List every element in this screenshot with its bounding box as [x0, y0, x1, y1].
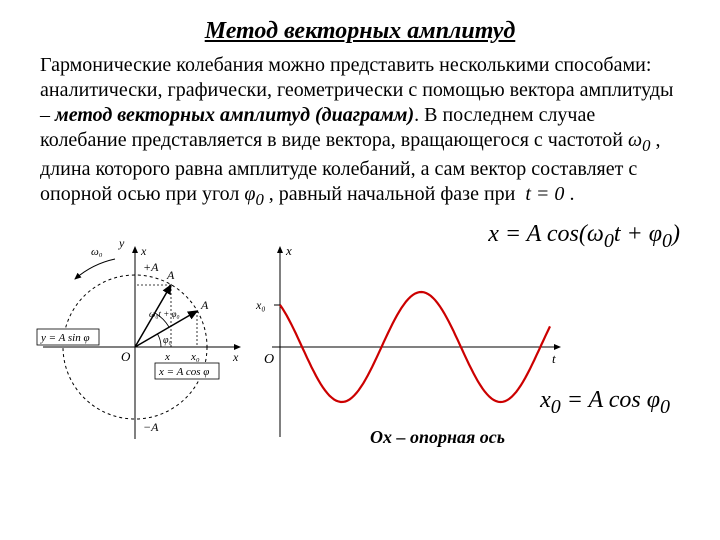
t-eq-0: t = 0 [525, 183, 564, 205]
x-right-label: x [232, 350, 239, 364]
x-top-label: x [140, 244, 147, 258]
formula-x0: x0 = A cos φ0 [540, 387, 670, 419]
figure-area: +A −A y x x O ω₀ A [40, 217, 680, 467]
body-paragraph: Гармонические колебания можно представит… [40, 53, 680, 211]
ox-text: – опорная ось [392, 427, 505, 447]
omega0-rot-label: ω₀ [91, 246, 103, 258]
p2-emph: метод векторных амплитуд (диаграмм) [55, 104, 414, 126]
p5: , равный начальной фазе при [264, 183, 521, 205]
plus-A-label: +A [143, 260, 159, 274]
x-eq-label: x = A cos φ [158, 366, 209, 378]
slide-title: Метод векторных амплитуд [40, 18, 680, 45]
phi0-sym: φ0 [244, 183, 263, 205]
wave-t-label: t [552, 351, 556, 366]
A-vec2-label: A [200, 298, 209, 312]
origin-label: O [121, 349, 131, 364]
x0-proj-label: x₀ [190, 351, 200, 363]
A-vec1-label: A [166, 268, 175, 282]
wave-origin-label: O [264, 352, 274, 367]
wave-x0-label: x₀ [255, 298, 266, 312]
formula-x: x = A cos(ω0t + φ0) [488, 221, 680, 253]
minus-A-label: −A [143, 420, 159, 434]
wave-diagram: x t O x₀ [250, 227, 570, 457]
p6: . [564, 183, 574, 205]
y-axis-label: y [118, 236, 125, 250]
x-proj-label: x [164, 351, 170, 363]
ox-label: Ox [370, 427, 392, 447]
phi0-label: φ₀ [163, 335, 173, 346]
phasor-diagram: +A −A y x x O ω₀ A [30, 227, 260, 457]
wave-x-label: x [285, 243, 292, 258]
angle-big-label: ω₀t + φ₀ [149, 309, 180, 319]
ox-caption: Ox – опорная ось [370, 427, 505, 448]
omega0-sym: ω0 [628, 129, 650, 151]
y-eq-label: y = A sin φ [40, 332, 90, 344]
